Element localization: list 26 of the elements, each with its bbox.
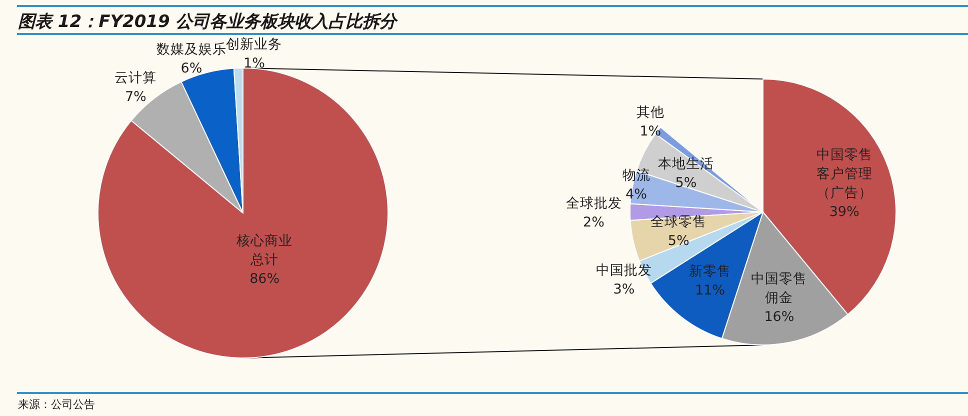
data-label: 7% bbox=[124, 88, 147, 105]
data-label: 86% bbox=[250, 270, 280, 287]
data-label: 11% bbox=[695, 282, 726, 299]
slice-label: 物流 bbox=[622, 168, 650, 184]
slice-label: 新零售 bbox=[689, 264, 732, 280]
data-label: 4% bbox=[626, 186, 648, 203]
data-label: 6% bbox=[180, 60, 202, 76]
slice-label: 中国批发 bbox=[596, 262, 652, 279]
slice-label: 其他 bbox=[636, 104, 664, 121]
slice-label: 核心商业总计 bbox=[236, 232, 293, 268]
slice-label: 创新业务 bbox=[226, 36, 282, 52]
data-label: 1% bbox=[244, 55, 266, 72]
slice-label: 数媒及娱乐 bbox=[156, 41, 226, 58]
slice-label: 中国零售佣金 bbox=[751, 270, 808, 306]
source-note: 来源：公司公告 bbox=[18, 398, 95, 411]
data-label: 5% bbox=[675, 175, 697, 192]
data-label: 2% bbox=[583, 214, 605, 230]
chart-title: 图表 12：FY2019 公司各业务板块收入占比拆分 bbox=[18, 12, 399, 32]
data-label: 5% bbox=[668, 233, 690, 250]
slice-label: 全球批发 bbox=[566, 195, 622, 212]
data-label: 3% bbox=[613, 282, 635, 298]
data-label: 16% bbox=[764, 308, 794, 325]
slice-label: 中国零售客户管理（广告） bbox=[816, 147, 872, 202]
slice-label: 全球零售 bbox=[650, 214, 707, 230]
slice-label: 云计算 bbox=[114, 70, 157, 86]
data-label: 39% bbox=[829, 204, 860, 220]
